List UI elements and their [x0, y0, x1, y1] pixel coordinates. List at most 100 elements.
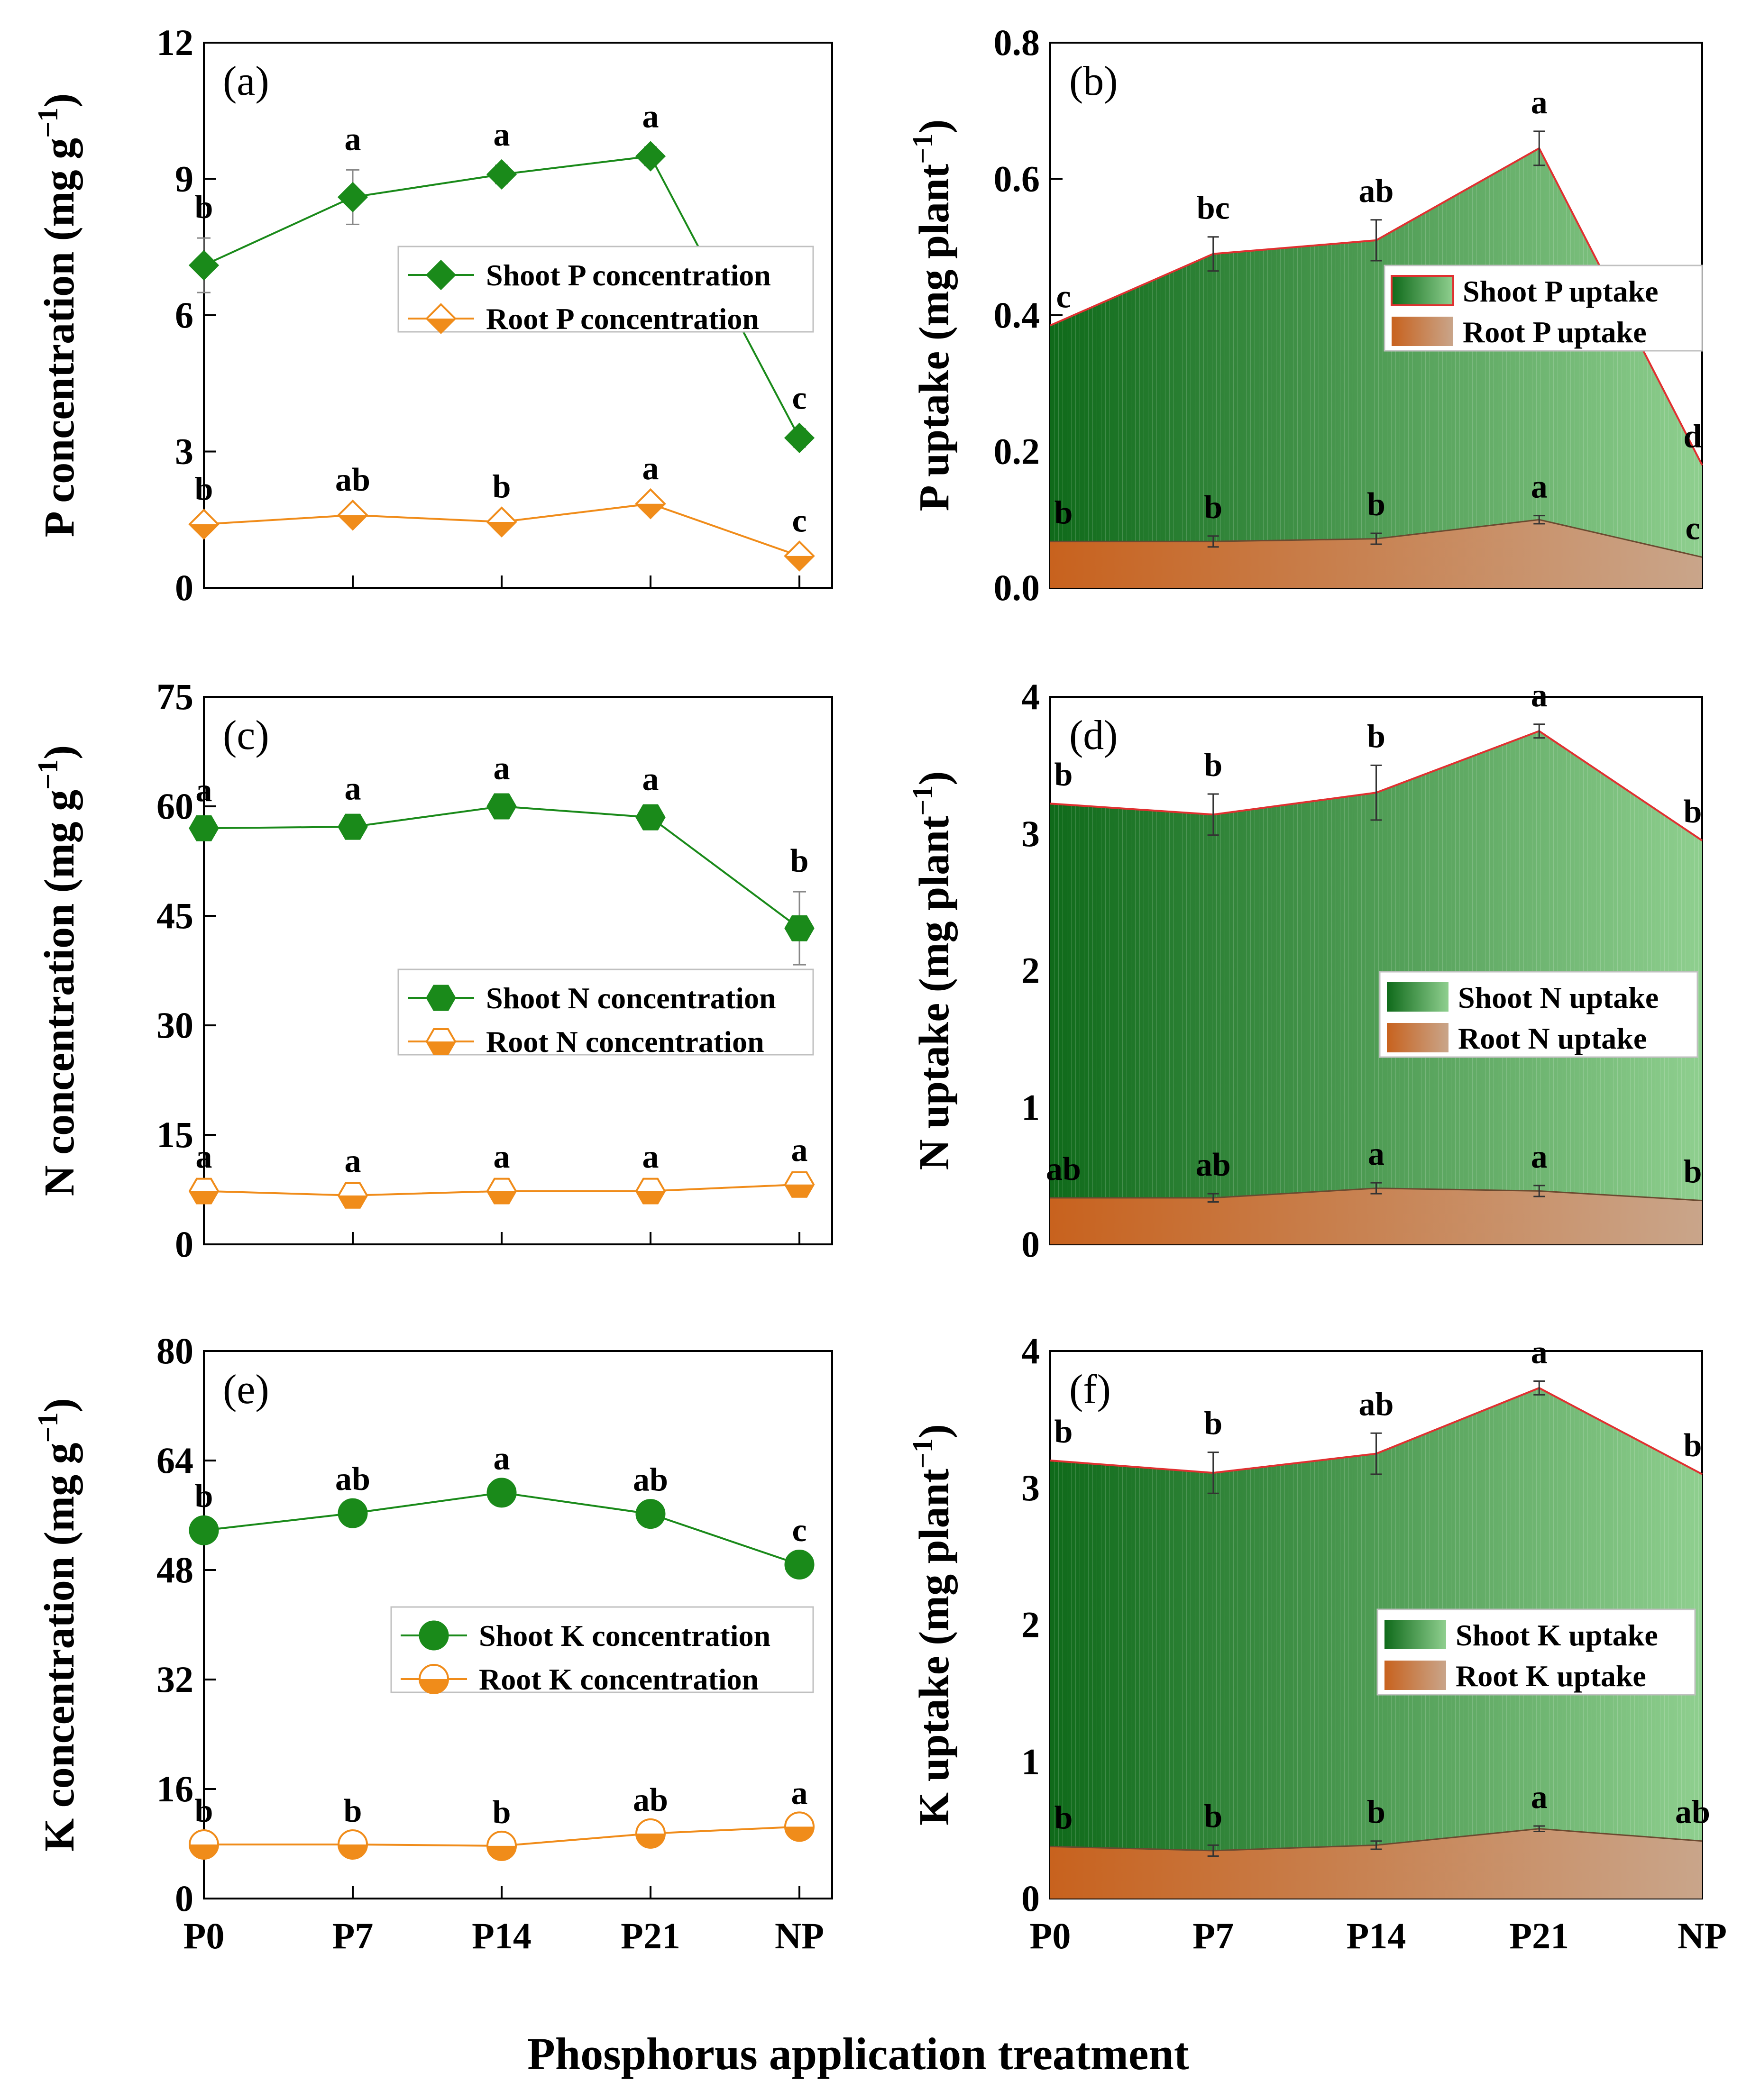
x-tick-label: NP [1678, 1915, 1727, 1956]
shoot-data-point [189, 815, 219, 841]
significance-letter: a [494, 1139, 510, 1175]
y-tick-label: 80 [156, 1330, 193, 1371]
significance-letter: a [345, 771, 361, 807]
significance-letter: b [1684, 1427, 1702, 1464]
legend-label: Root K concentration [479, 1662, 759, 1696]
y-tick-label: 15 [156, 1114, 193, 1155]
y-axis-label-superscript: −1 [907, 134, 938, 164]
y-tick-label: 48 [156, 1549, 193, 1590]
significance-letter: a [1531, 1779, 1548, 1816]
legend-label: Root N concentration [486, 1025, 764, 1059]
legend-label: Shoot K uptake [1456, 1618, 1658, 1652]
significance-letter: a [1531, 1139, 1548, 1175]
panel-c: 0 15 30 45 60 75 N concentration (mg g−1) (c) a a… [32, 676, 833, 1265]
shoot-data-point [338, 1498, 368, 1528]
x-tick-label: P21 [1509, 1915, 1569, 1956]
panel-b: 0.0 0.2 0.4 0.6 0.8 P uptake (mg plant−1) (b) c… [907, 22, 1703, 608]
significance-letter: a [642, 761, 659, 798]
shoot-data-point [189, 1515, 219, 1545]
y-tick-label: 4 [1021, 1330, 1040, 1371]
x-axis-caption: Phosphorus application treatment [527, 2028, 1189, 2079]
root-data-point-half [487, 1845, 516, 1860]
root-data-point-half [487, 522, 516, 537]
y-tick-label: 0.2 [994, 431, 1040, 472]
y-tick-label: 0 [1021, 1223, 1040, 1265]
legend-label: Root N uptake [1458, 1022, 1647, 1055]
root-data-point-half [339, 515, 367, 530]
panel-label: (e) [223, 1367, 269, 1413]
x-tick-label: P14 [472, 1915, 532, 1956]
plot-frame [203, 1350, 833, 1899]
y-axis-label-text: P concentration (mg g [36, 138, 83, 537]
significance-letter: c [792, 502, 807, 539]
x-tick-label: P7 [1192, 1915, 1234, 1956]
significance-letter: a [642, 98, 659, 135]
y-axis-label-end: ) [911, 119, 958, 134]
significance-letter: b [1367, 486, 1385, 523]
y-tick-label: 0.6 [994, 158, 1040, 200]
significance-letter: b [1367, 1794, 1385, 1831]
plot-frame [203, 696, 833, 1245]
legend-label: Shoot N concentration [486, 981, 776, 1015]
y-axis-label-superscript: −1 [32, 108, 64, 138]
root-data-point-half [190, 1844, 218, 1859]
y-tick-label: 4 [1021, 676, 1040, 717]
y-axis-label-superscript: −1 [32, 1412, 64, 1443]
legend-label: Root P concentration [486, 302, 759, 336]
significance-letter: a [791, 1775, 808, 1812]
y-axis-label-text: N uptake (mg plant [911, 816, 958, 1170]
shoot-data-point [338, 813, 368, 840]
significance-letter: c [1056, 279, 1071, 315]
y-axis-label-end: ) [911, 771, 958, 785]
shoot-data-point [784, 422, 815, 453]
y-tick-label: 6 [175, 294, 193, 336]
shoot-uptake-area-texture [1050, 731, 1702, 1244]
root-uptake-area [1050, 520, 1702, 588]
significance-letter: ab [1046, 1151, 1081, 1187]
y-tick-label: 64 [156, 1440, 193, 1481]
panel-label: (f) [1069, 1367, 1111, 1413]
legend: Shoot K uptake Root K uptake [1376, 1608, 1696, 1696]
panel-label: (c) [223, 712, 269, 758]
y-axis-label-text: K concentration (mg g [36, 1443, 83, 1851]
y-tick-label: 0.8 [994, 22, 1040, 63]
significance-letter: b [493, 1794, 511, 1831]
legend: Shoot K concentration Root K concentratio… [390, 1606, 814, 1696]
significance-letter: b [1204, 1798, 1222, 1835]
shoot-data-point [635, 1499, 666, 1529]
y-tick-label: 75 [156, 676, 193, 717]
y-tick-label: 9 [175, 158, 193, 200]
significance-letter: b [1054, 1799, 1073, 1836]
legend: Shoot N concentration Root N concentratio… [397, 968, 814, 1059]
x-tick-label: P0 [183, 1915, 225, 1956]
root-data-point-half [190, 1191, 218, 1204]
significance-letter: a [642, 1139, 659, 1175]
significance-letter: b [1054, 494, 1073, 531]
y-tick-label: 0.0 [994, 567, 1040, 608]
root-uptake-area [1050, 1828, 1702, 1899]
legend-marker-half [427, 319, 455, 333]
shoot-data-point [635, 141, 666, 172]
significance-letter: a [1531, 469, 1548, 505]
legend-marker [426, 985, 456, 1011]
significance-letter: b [195, 471, 213, 507]
root-data-point-half [487, 1191, 516, 1204]
shoot-uptake-area-texture [1050, 1388, 1702, 1899]
y-axis-label: K uptake (mg plant−1) [907, 1424, 958, 1826]
y-axis-label-text: N concentration (mg g [36, 790, 83, 1196]
significance-letter: ab [1359, 1386, 1394, 1423]
y-axis-label-text: P uptake (mg plant [911, 164, 958, 511]
root-data-point-half [785, 556, 814, 570]
root-data-point-half [636, 1833, 665, 1848]
y-tick-label: 0.4 [994, 294, 1040, 336]
legend-swatch [1391, 275, 1454, 306]
legend-swatch [1387, 982, 1448, 1012]
significance-letter: a [1368, 1136, 1384, 1172]
significance-letter: a [791, 1132, 808, 1169]
significance-letter: c [792, 1512, 807, 1549]
legend: Shoot N uptake Root N uptake [1379, 971, 1698, 1058]
legend-swatch [1384, 1620, 1446, 1649]
y-tick-label: 0 [175, 1223, 193, 1265]
y-tick-label: 1 [1021, 1087, 1040, 1128]
